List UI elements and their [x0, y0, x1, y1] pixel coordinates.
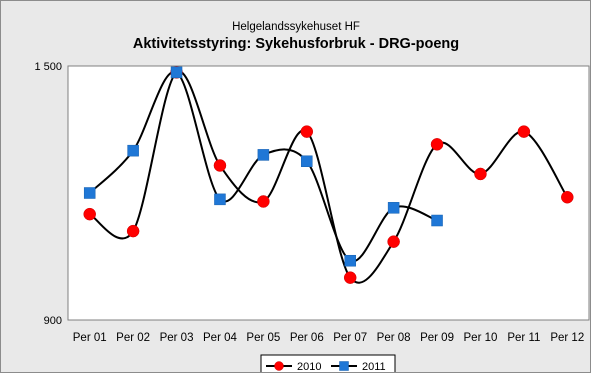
y-tick-label-min: 900 — [44, 315, 62, 327]
legend-box — [260, 354, 396, 372]
data-point-2011 — [127, 144, 139, 157]
data-point-2010 — [126, 224, 140, 238]
legend-label-2011: 2011 — [362, 361, 386, 372]
data-point-2010 — [387, 235, 400, 248]
x-tick-label: Per 09 — [420, 332, 454, 344]
x-tick-labels: Per 01 Per 02 Per 03 Per 04 Per 05 Per 06 Per … — [73, 332, 584, 344]
x-tick-label: Per 02 — [116, 332, 150, 344]
data-point-2010 — [343, 271, 357, 284]
data-point-2010 — [474, 167, 487, 181]
x-tick-label: Per 06 — [290, 332, 324, 344]
x-tick-label: Per 07 — [333, 332, 367, 344]
legend-marker-2010 — [274, 361, 284, 371]
data-point-2011 — [344, 254, 356, 267]
data-point-2011 — [431, 214, 443, 227]
data-point-2011 — [257, 149, 270, 161]
x-tick-label: Per 10 — [464, 332, 498, 344]
x-tick-label: Per 01 — [73, 332, 107, 344]
legend-label-2010: 2010 — [297, 361, 321, 372]
data-point-2010 — [83, 207, 96, 221]
series-layer — [83, 66, 574, 284]
plot-area — [67, 65, 590, 321]
x-tick-label: Per 11 — [507, 332, 540, 344]
chart-subtitle: Helgelandssykehuset HF — [232, 21, 360, 33]
legend: 2010 2011 — [260, 354, 396, 372]
data-point-2011 — [301, 155, 313, 167]
data-point-2011 — [170, 66, 183, 79]
x-tick-label: Per 05 — [246, 332, 280, 344]
y-tick-label-max: 1 500 — [34, 61, 62, 73]
x-tick-label: Per 03 — [160, 332, 194, 344]
data-point-2010 — [561, 190, 574, 204]
x-tick-label: Per 12 — [550, 332, 584, 344]
data-point-2010 — [430, 138, 444, 151]
data-point-2010 — [213, 159, 227, 172]
chart-title: Aktivitetsstyring: Sykehusforbruk - DRG-… — [133, 36, 459, 52]
data-point-2011 — [83, 187, 96, 199]
legend-marker-2011 — [339, 361, 349, 371]
data-point-2010 — [257, 195, 270, 208]
data-point-2011 — [387, 202, 400, 214]
x-tick-label: Per 08 — [377, 332, 411, 344]
data-point-2010 — [300, 125, 314, 138]
data-point-2010 — [517, 125, 531, 138]
x-tick-label: Per 04 — [203, 332, 237, 344]
data-point-2011 — [214, 193, 226, 206]
